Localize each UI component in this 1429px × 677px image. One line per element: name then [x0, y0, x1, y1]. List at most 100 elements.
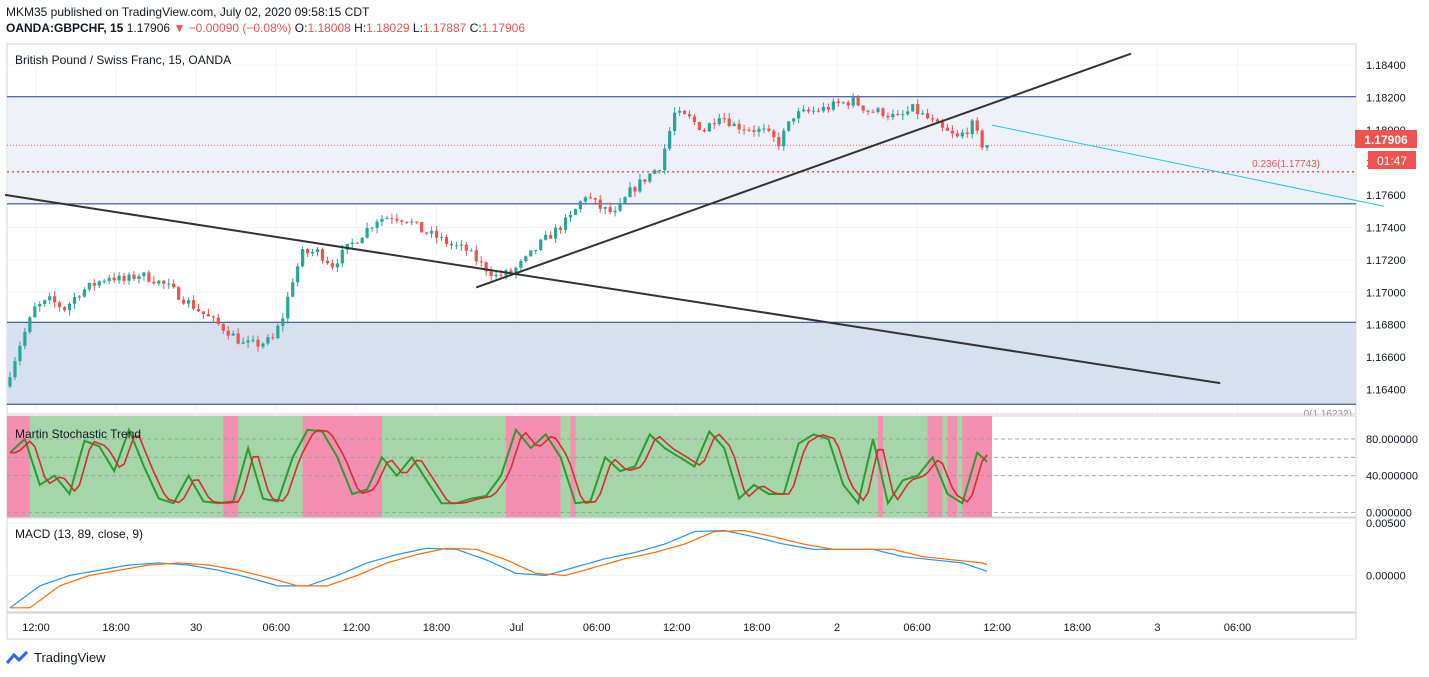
candle-body	[707, 123, 711, 132]
candle-body	[861, 105, 865, 111]
candle-body	[578, 201, 582, 210]
time-tick-label: 2	[834, 622, 840, 634]
candle-body	[911, 104, 915, 112]
candle-body	[529, 250, 533, 257]
resistance-zone	[7, 96, 1356, 204]
candle-body	[330, 263, 334, 268]
candle-body	[211, 316, 215, 318]
projection-line	[991, 124, 1385, 207]
main-pane[interactable]: British Pound / Swiss Franc, 15, OANDA 0…	[4, 43, 1385, 420]
stochastic-pane[interactable]: Martin Stochastic Trend	[6, 415, 1357, 518]
candle-body	[325, 260, 330, 264]
price-tick-label: 1.16600	[1366, 352, 1406, 364]
candle-body	[668, 130, 672, 149]
candle-body	[469, 250, 473, 252]
candle-body	[246, 340, 250, 343]
main-price-axis[interactable]: 1.16400 1.16600 1.16800 1.17000 1.17200 1.174…	[1366, 60, 1406, 397]
candle-body	[648, 173, 652, 182]
bear-zone	[962, 416, 993, 517]
tradingview-logo[interactable]: TradingView	[6, 650, 106, 665]
candle-body	[613, 210, 617, 213]
candle-body	[87, 282, 91, 290]
candle-body	[18, 345, 22, 362]
candle-body	[856, 97, 860, 106]
candle-body	[881, 108, 885, 116]
candle-body	[727, 118, 731, 127]
candle-body	[489, 271, 493, 277]
candle-body	[583, 197, 587, 202]
candle-body	[296, 266, 300, 283]
time-tick-label: Jul	[510, 622, 524, 634]
candle-body	[757, 128, 761, 132]
candle-body	[410, 221, 414, 223]
candle-body	[980, 130, 984, 148]
candle-body	[593, 197, 597, 200]
candle-body	[678, 110, 682, 113]
time-tick-label: 30	[190, 622, 202, 634]
macd-pane[interactable]: MACD (13, 89, close, 9)	[6, 517, 1357, 613]
candle-body	[901, 114, 905, 116]
candle-body	[286, 296, 290, 319]
candle-body	[474, 250, 478, 262]
candle-body	[603, 207, 607, 209]
candle-body	[38, 304, 42, 307]
candle-body	[747, 129, 751, 131]
candle-body	[28, 317, 32, 332]
candle-body	[673, 112, 677, 131]
candle-body	[499, 274, 503, 276]
candle-body	[831, 101, 835, 110]
candle-body	[310, 252, 315, 254]
price-tick-label: 1.18400	[1366, 60, 1406, 72]
candle-body	[226, 330, 230, 336]
time-tick-label: 18:00	[1064, 622, 1092, 634]
candle-body	[201, 311, 206, 315]
time-tick-label: 18:00	[743, 622, 771, 634]
candle-body	[717, 118, 721, 125]
candle-body	[385, 218, 389, 220]
candle-body	[970, 120, 974, 135]
time-axis[interactable]: 12:00 18:00 30 06:00 12:00 18:00 Jul 06:00 12:00…	[6, 612, 1357, 640]
candle-body	[737, 123, 741, 130]
candle-body	[177, 287, 181, 300]
candle-body	[231, 333, 235, 336]
candle-body	[157, 280, 161, 284]
candle-body	[360, 237, 364, 244]
open-value: 1.18008	[307, 21, 351, 35]
brand-name: TradingView	[34, 650, 106, 665]
candle-body	[871, 111, 875, 113]
candle-body	[186, 300, 191, 304]
macd-axis[interactable]: 0.00500 0.00000	[1366, 518, 1406, 582]
bear-zone	[947, 416, 958, 517]
candle-body	[762, 128, 766, 130]
candle-body	[534, 250, 538, 252]
macd-tick-label: 0.00500	[1366, 518, 1406, 530]
candle-body	[549, 234, 553, 239]
candle-body	[236, 333, 240, 344]
candle-body	[787, 121, 791, 131]
candle-body	[439, 236, 444, 238]
time-tick-label: 12:00	[663, 622, 691, 634]
candle-body	[811, 110, 816, 112]
candle-body	[350, 242, 354, 245]
time-tick-label: 06:00	[1224, 622, 1252, 634]
stoch-fast-line	[9, 427, 988, 506]
candle-body	[588, 197, 592, 199]
candle-body	[48, 296, 52, 301]
candle-body	[891, 114, 895, 118]
candle-body	[162, 280, 166, 284]
candle-body	[251, 339, 255, 341]
fib0-label: 0(1.16232)	[1304, 409, 1352, 420]
macd-pane-title: MACD (13, 89, close, 9)	[15, 527, 143, 541]
candle-body	[777, 137, 781, 147]
candle-body	[752, 130, 756, 132]
candle-body	[464, 244, 468, 251]
chart-header: MKM35 published on TradingView.com, July…	[6, 4, 525, 36]
bull-zone	[7, 416, 991, 517]
bear-zone	[223, 416, 239, 517]
trendlines[interactable]	[4, 52, 1385, 385]
open-label: O:	[294, 21, 308, 35]
candle-body	[955, 133, 959, 137]
stochastic-axis[interactable]: 80.000000 40.000000 0.000000	[1366, 434, 1418, 519]
price-change: −0.00090 (−0.08%)	[188, 21, 292, 35]
